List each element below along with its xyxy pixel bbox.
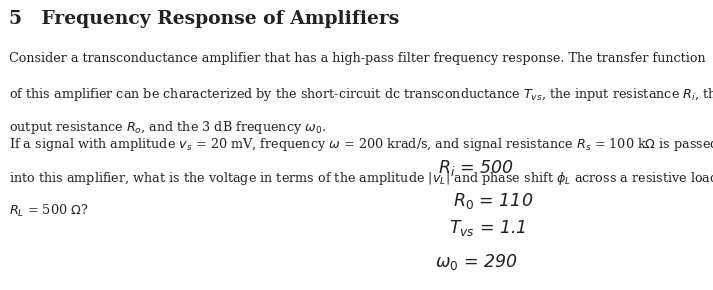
Text: 5   Frequency Response of Amplifiers: 5 Frequency Response of Amplifiers [9, 10, 399, 28]
Text: $\mathit{\omega_0}$ = 290: $\mathit{\omega_0}$ = 290 [435, 252, 518, 272]
Text: $\mathit{R_i}$ = 500: $\mathit{R_i}$ = 500 [438, 158, 514, 178]
Text: Consider a transconductance amplifier that has a high-pass filter frequency resp: Consider a transconductance amplifier th… [9, 52, 705, 65]
Text: $R_L$ = 500 $\Omega$?: $R_L$ = 500 $\Omega$? [9, 203, 88, 219]
Text: If a signal with amplitude $v_s$ = 20 mV, frequency $\omega$ = 200 krad/s, and s: If a signal with amplitude $v_s$ = 20 mV… [9, 136, 713, 153]
Text: $\mathit{R_0}$ = 110: $\mathit{R_0}$ = 110 [453, 191, 533, 211]
Text: into this amplifier, what is the voltage in terms of the amplitude $|v_L|$ and p: into this amplifier, what is the voltage… [9, 170, 713, 187]
Text: of this amplifier can be characterized by the short-circuit dc transconductance : of this amplifier can be characterized b… [9, 86, 713, 103]
Text: $\mathit{T_{vs}}$ = 1.1: $\mathit{T_{vs}}$ = 1.1 [449, 218, 526, 238]
Text: output resistance $R_o$, and the 3 dB frequency $\omega_0$.: output resistance $R_o$, and the 3 dB fr… [9, 119, 326, 136]
